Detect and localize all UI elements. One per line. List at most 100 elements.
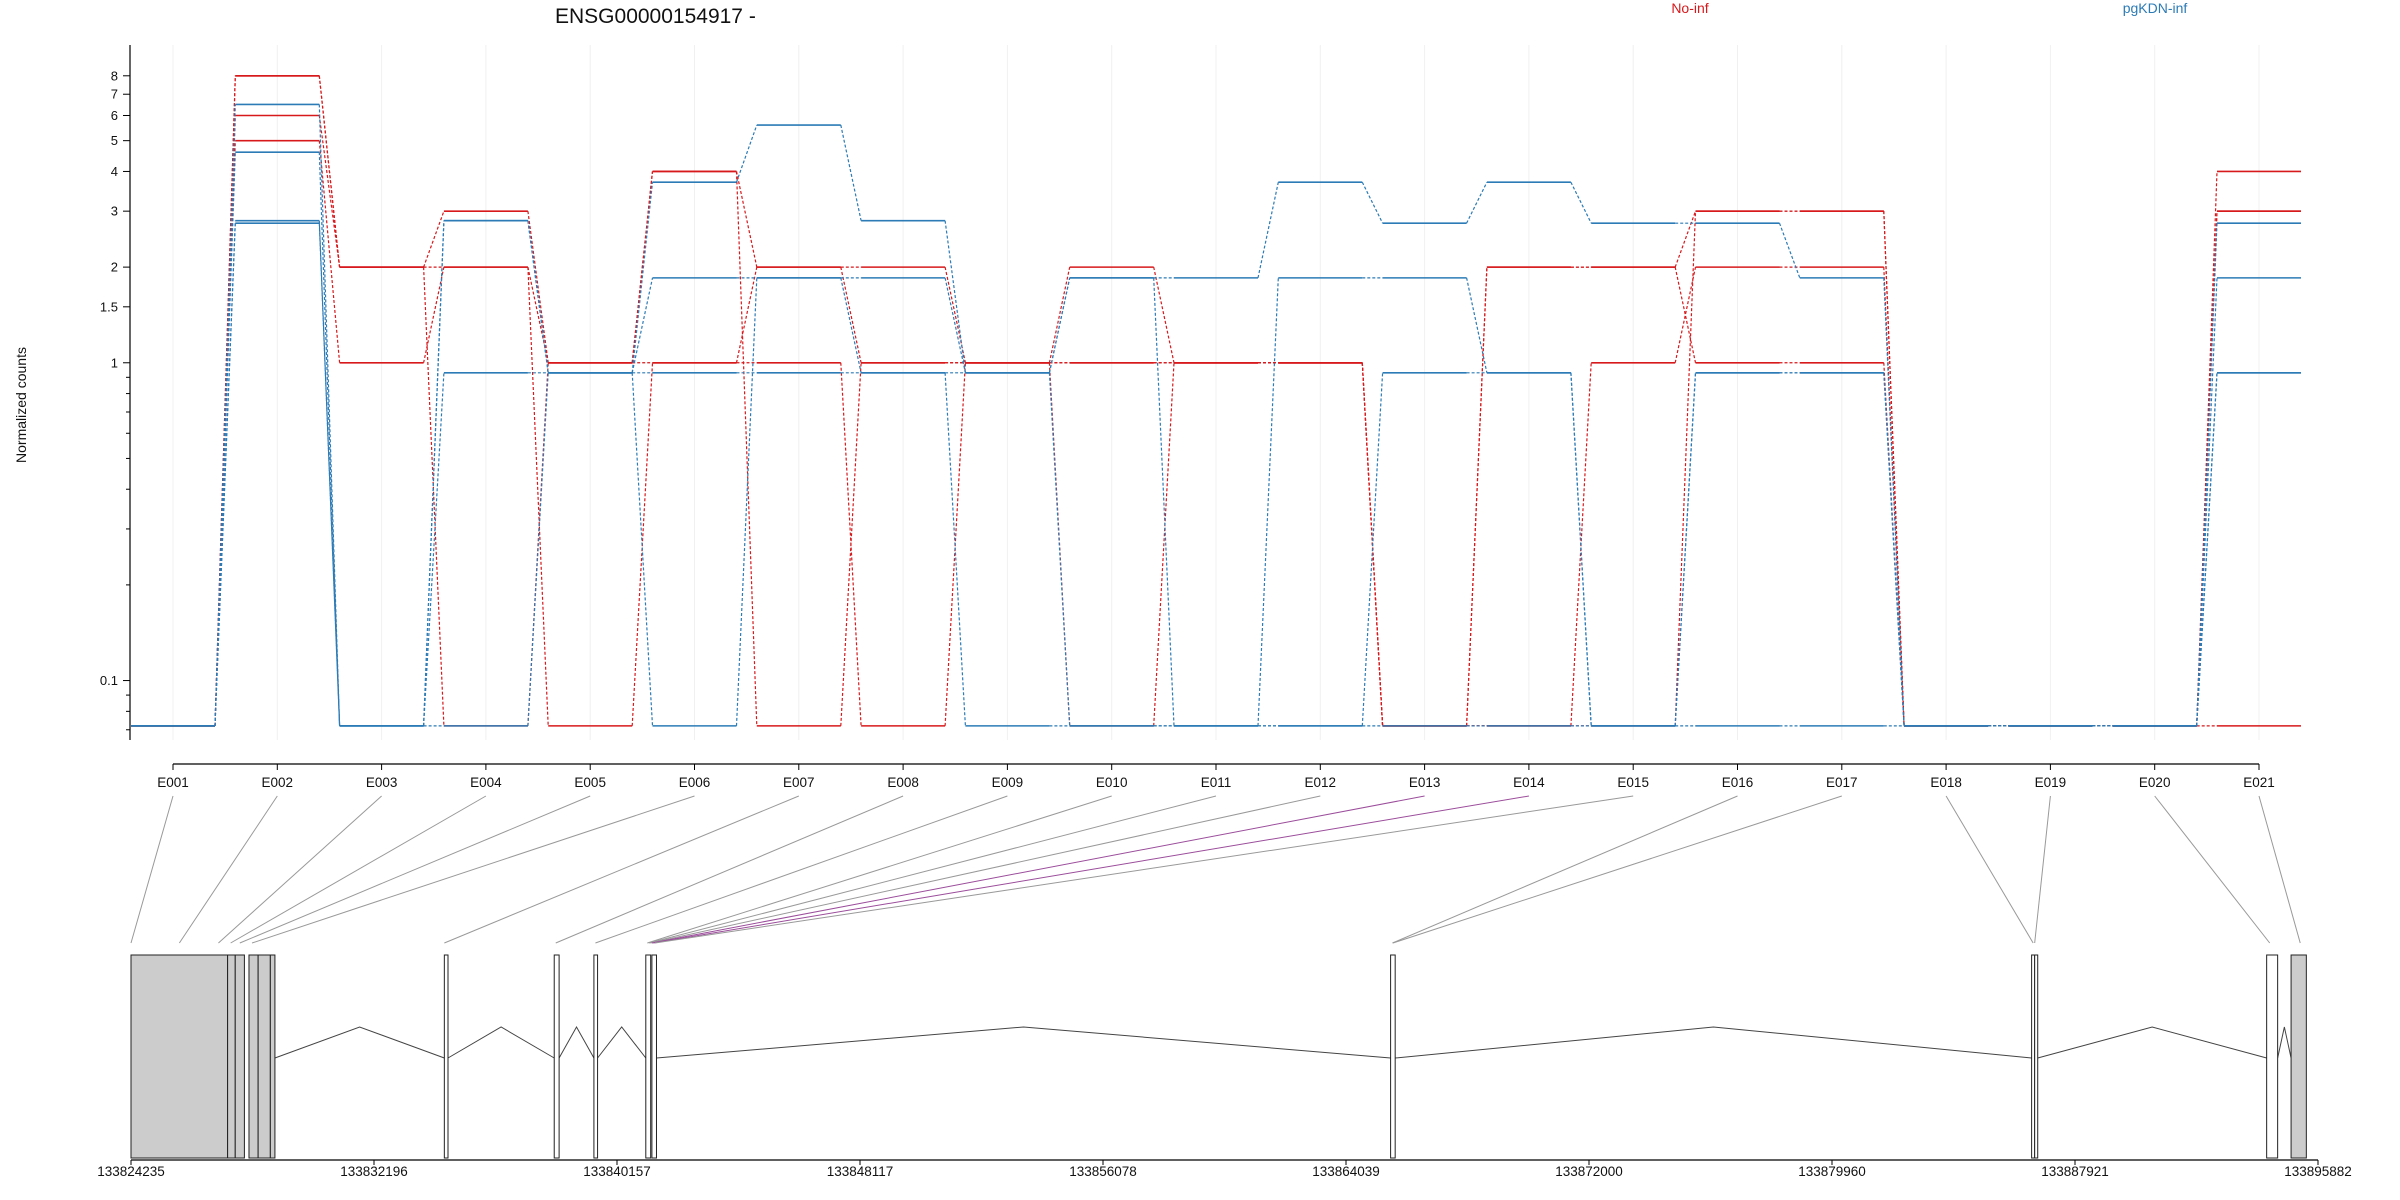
series-connector [423,220,445,726]
exon-label: E008 [887,775,919,790]
coord-tick-label: 133840157 [583,1164,651,1179]
series-connector [1883,211,1905,726]
exon-block [234,954,245,1159]
exon-connector [1945,795,2034,944]
coord-tick-label: 133848117 [827,1164,894,1179]
exon-block [1390,954,1396,1159]
exon-label: E005 [574,775,606,790]
gene-model [130,954,2307,1159]
exon-connectors [130,795,2301,944]
exon-block [443,954,449,1159]
exon-label: E006 [679,775,711,790]
exon-connector [555,795,904,944]
series-connector [2196,171,2218,726]
exon-label: E017 [1826,775,1858,790]
series-connector [318,104,341,726]
exon-connector [2258,795,2301,944]
exon-label: E001 [157,775,189,790]
exon-block [269,954,276,1159]
series-connector [423,372,445,726]
series-connector [1153,362,1175,726]
exon-connector [654,795,1634,944]
series-connector [944,220,966,373]
series-connector [214,223,236,726]
y-tick-label: 1.5 [100,299,118,314]
series-connector [1883,372,1905,726]
exon-label: E020 [2139,775,2171,790]
exon-label: E012 [1305,775,1337,790]
x-axis: E001 E002 E003 E004 E005 E006 E007 E008 E009 E010… [157,763,2275,790]
intron [597,1026,647,1059]
series-connector [1674,266,1697,363]
exon-label: E007 [783,775,815,790]
y-tick-label: 0.1 [100,673,118,688]
exon-block [2034,954,2039,1159]
exon-block [2266,954,2279,1159]
exon-block [2290,954,2307,1159]
exon-connector [251,795,695,944]
series-connector [1674,211,1697,726]
series-connector [735,171,758,726]
legend-entry: No-inf [1671,0,1708,16]
exon-label: E011 [1201,775,1232,790]
series-connector [1153,266,1175,363]
series-connector [527,220,549,373]
exon-label: E014 [1513,775,1545,790]
coord-tick-label: 133895882 [2284,1164,2352,1179]
exon-block [553,954,560,1159]
y-tick-label: 1 [111,355,118,370]
series-connector [1674,372,1697,726]
series-connector [2196,223,2218,726]
exon-connector [1392,795,1738,944]
intron [2037,1026,2267,1059]
intron [447,1026,555,1059]
exon-label: E004 [470,775,502,790]
exon-block [257,954,271,1159]
series-connector [735,171,758,268]
intron [2277,1026,2292,1059]
series-connector [840,124,862,221]
intron [274,1026,445,1059]
exon-label: E009 [992,775,1024,790]
series-connector [1466,181,1488,224]
legend-entry: pgKDN-inf [2123,0,2188,16]
exon-block [248,954,259,1159]
series-connector [2196,372,2218,726]
exon-label: E013 [1409,775,1441,790]
series-connector [1466,267,1488,726]
y-tick-label: 3 [111,204,118,219]
series-connector [1674,266,1697,363]
chart-series [131,74,2301,727]
exon-connector [178,795,278,944]
series-connector [318,223,341,726]
series-connector [631,182,654,373]
exon-connector [2154,795,2271,944]
exon-connector [595,795,1008,944]
chart-gridlines [172,45,2260,740]
series-8 [131,222,2301,727]
exon-label: E015 [1617,775,1649,790]
y-tick-label: 4 [111,164,118,179]
series-connector [840,266,862,363]
exon-block [645,954,652,1159]
exon-label: E021 [2243,775,2275,790]
series-connector [944,266,966,363]
y-tick-label: 7 [111,87,118,102]
series-connector [631,277,654,373]
series-connector [840,362,862,726]
series-connector [1361,181,1384,224]
exon-block [227,954,236,1159]
series-connector [944,277,966,373]
series-connector [527,211,549,363]
exon-connector [651,795,1425,944]
coord-tick-label: 133879960 [1798,1164,1866,1179]
series-connector [1570,372,1592,726]
series-connector [2196,277,2218,726]
series-connector [735,124,758,183]
chart-title: ENSG00000154917 - [555,5,756,28]
y-tick-label: 8 [111,68,118,83]
legend: No-inf pgKDN-inf [1671,0,2187,16]
series-connector [1257,182,1279,278]
series-connector [840,277,862,373]
series-connector [1048,372,1071,726]
